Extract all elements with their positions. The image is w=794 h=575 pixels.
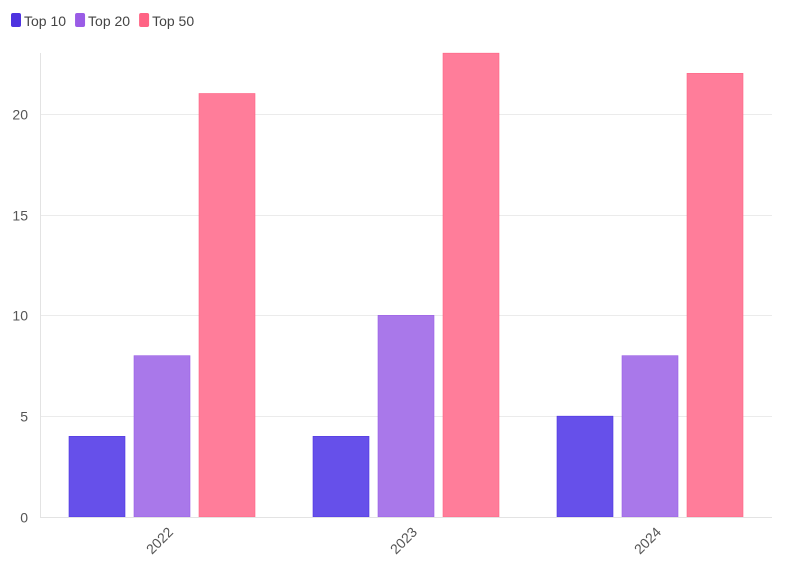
legend-label: Top 20 bbox=[88, 13, 130, 29]
bar[interactable] bbox=[621, 355, 679, 518]
bar[interactable] bbox=[198, 93, 256, 518]
legend-swatch bbox=[11, 13, 21, 27]
x-tick-label: 2023 bbox=[387, 524, 420, 557]
y-tick-label: 10 bbox=[12, 308, 28, 324]
legend-item[interactable]: Top 20 bbox=[75, 13, 130, 29]
bar-series bbox=[68, 52, 744, 518]
legend-item[interactable]: Top 10 bbox=[11, 13, 66, 29]
legend-swatch bbox=[75, 13, 86, 27]
y-tick-label: 5 bbox=[20, 409, 28, 425]
bar[interactable] bbox=[686, 73, 744, 518]
bar[interactable] bbox=[133, 355, 191, 518]
x-tick-label: 2022 bbox=[143, 524, 176, 557]
bar[interactable] bbox=[556, 415, 614, 518]
legend-label: Top 50 bbox=[152, 13, 194, 29]
bar[interactable] bbox=[442, 52, 500, 518]
y-tick-label: 15 bbox=[12, 208, 28, 224]
bar[interactable] bbox=[312, 436, 370, 518]
legend-swatch bbox=[139, 13, 150, 27]
legend-item[interactable]: Top 50 bbox=[139, 13, 194, 29]
y-axis: 0 5 10 15 20 bbox=[12, 53, 41, 526]
y-tick-label: 20 bbox=[12, 107, 28, 123]
legend-label: Top 10 bbox=[24, 13, 66, 29]
x-axis: 2022 2023 2024 bbox=[40, 517, 772, 557]
bar[interactable] bbox=[377, 315, 435, 518]
chart-legend: Top 10 Top 20 Top 50 bbox=[11, 13, 194, 29]
y-tick-label: 0 bbox=[20, 510, 28, 526]
x-tick-label: 2024 bbox=[631, 524, 664, 557]
bar[interactable] bbox=[68, 436, 126, 518]
